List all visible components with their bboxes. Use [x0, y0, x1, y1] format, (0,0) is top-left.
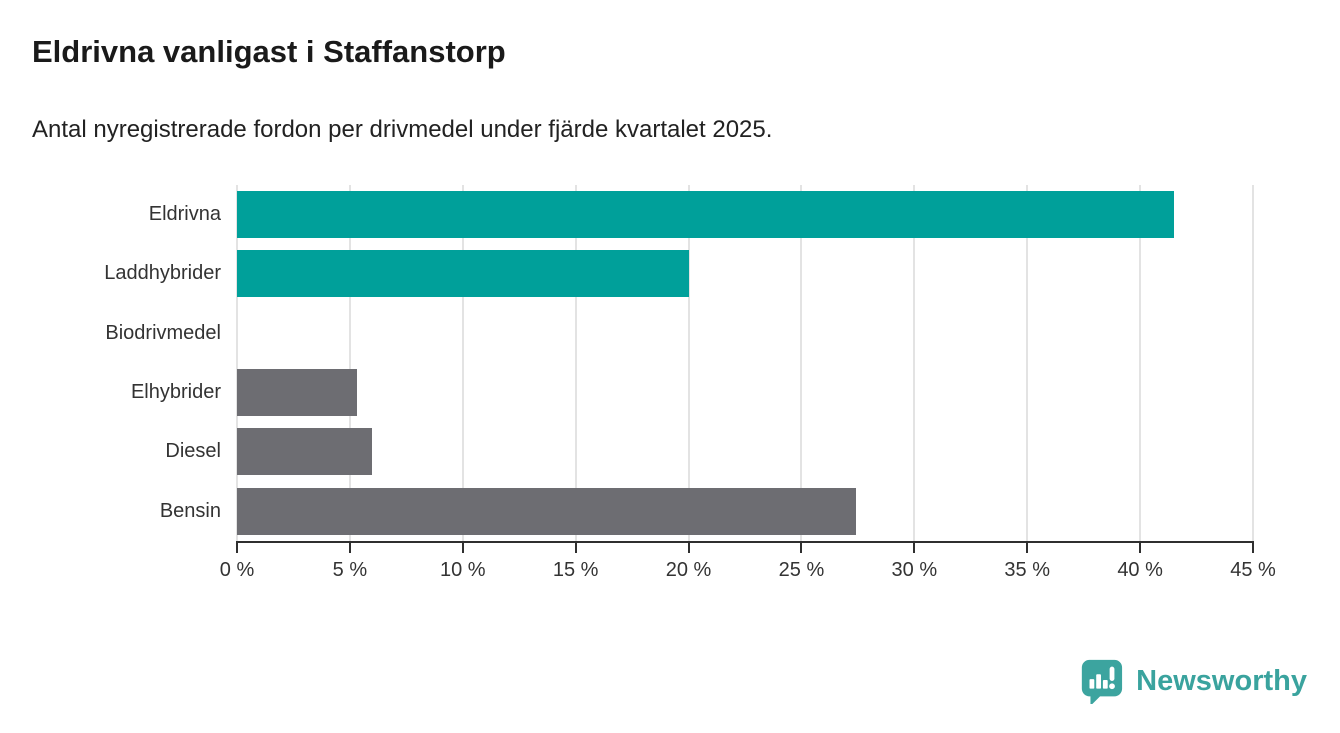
bar-track [237, 250, 1253, 298]
brand-name: Newsworthy [1136, 664, 1307, 697]
gridline [1252, 185, 1254, 541]
x-axis-tick-label: 45 % [1230, 559, 1276, 581]
x-axis-tick [1252, 543, 1254, 553]
chart-subtitle: Antal nyregistrerade fordon per drivmede… [32, 116, 773, 143]
bar-laddhybrider [237, 250, 689, 298]
gridlines [236, 185, 1254, 541]
bar-diesel [237, 428, 373, 476]
x-axis-tick [348, 543, 351, 553]
x-axis-tick [1026, 543, 1029, 553]
chart-row: Laddhybrider [32, 244, 1253, 303]
newsworthy-logo: Newsworthy [1078, 658, 1307, 704]
bar-track [237, 191, 1253, 239]
y-axis-label: Elhybrider [130, 381, 221, 404]
chart-row: Elhybrider [32, 363, 1253, 422]
bar-track [237, 487, 1253, 535]
bar-elhybrider [237, 369, 357, 417]
y-axis-label: Diesel [165, 440, 221, 463]
gridline [461, 185, 464, 541]
chart-row: Bensin [32, 482, 1253, 541]
gridline [236, 185, 238, 541]
bar-eldrivna [237, 191, 1174, 239]
x-axis-tick [687, 543, 690, 553]
bar-track [237, 310, 1253, 357]
gridline [687, 185, 690, 541]
gridline [574, 185, 577, 541]
x-axis-tick [1139, 543, 1142, 553]
chart-row: Diesel [32, 422, 1253, 481]
chart-row: Biodrivmedel [32, 304, 1253, 363]
y-axis-label: Eldrivna [148, 203, 221, 226]
chart-row: Eldrivna [32, 185, 1253, 244]
gridline [913, 185, 916, 541]
y-axis-label: Bensin [159, 499, 221, 522]
x-axis-tick-label: 35 % [1004, 559, 1051, 581]
x-axis: 0 % 5 % 10 % 15 % 20 % 25 % 30 % 35 % 40 % 45 % [220, 541, 1276, 595]
gridline [800, 185, 803, 541]
y-axis-label: Laddhybrider [104, 262, 221, 285]
x-axis-tick-label: 20 % [665, 559, 712, 581]
gridline [348, 185, 351, 541]
bar-chart: Eldrivna Laddhybrider Biodrivmedel Elhybrid… [32, 185, 1276, 595]
chart-rows: Eldrivna Laddhybrider Biodrivmedel Elhybrid… [32, 185, 1253, 541]
x-axis-tick [236, 543, 238, 553]
x-axis-tick [461, 543, 464, 553]
x-axis-tick-label: 40 % [1117, 559, 1163, 581]
bar-track [237, 369, 1253, 417]
x-axis-tick-label: 5 % [332, 559, 368, 581]
newsworthy-pin-bar-chart-icon [1082, 659, 1123, 704]
x-axis-line [236, 541, 1254, 543]
y-axis-label: Biodrivmedel [105, 321, 221, 344]
page-title: Eldrivna vanligast i Staffanstorp [32, 34, 506, 69]
x-axis-tick-label: 0 % [219, 559, 255, 581]
x-axis-tick-label: 30 % [891, 559, 938, 581]
bar-track [237, 428, 1253, 476]
x-axis-tick-label: 10 % [439, 559, 486, 581]
x-axis-tick-label: 25 % [778, 559, 825, 581]
bar-bensin [237, 487, 856, 535]
x-axis-tick [800, 543, 803, 553]
gridline [1026, 185, 1029, 541]
gridline [1139, 185, 1142, 541]
x-axis-tick [913, 543, 916, 553]
x-axis-tick-label: 15 % [552, 559, 599, 581]
x-axis-tick [574, 543, 577, 553]
